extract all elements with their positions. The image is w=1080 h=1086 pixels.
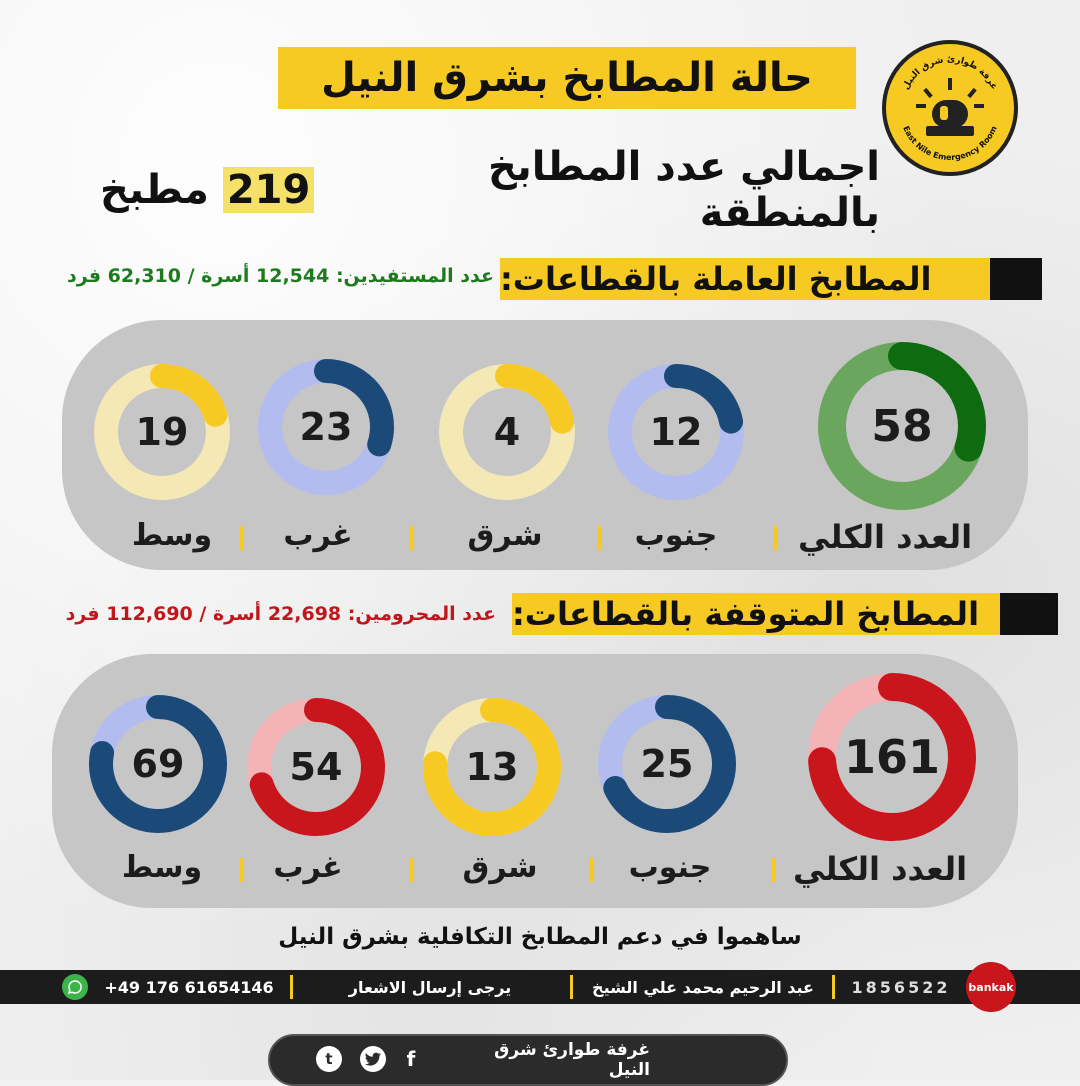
account-holder-name: عبد الرحيم محمد علي الشيخ	[592, 977, 814, 997]
subtitle-suffix: مطبخ	[100, 167, 209, 213]
working-heading-square	[990, 258, 1042, 300]
account-number: 1856522	[851, 977, 951, 997]
tumblr-icon[interactable]: t	[316, 1046, 342, 1072]
working-sector-4-value: 19	[135, 410, 189, 454]
stopped-sector-1-donut-arc	[598, 695, 736, 833]
stopped-label-separator	[240, 858, 244, 882]
deprived-note: عدد المحرومين: 22,698 أسرة / 112,690 فرد	[65, 603, 496, 625]
working-sector-4-donut	[94, 364, 230, 500]
stopped-sector-4-value: 69	[131, 742, 185, 786]
working-total-donut-arc	[818, 342, 986, 510]
stopped-total-donut	[808, 673, 976, 841]
stopped-sector-2-donut	[423, 698, 561, 836]
working-sector-1-donut-arc	[608, 364, 744, 500]
stopped-sector-4-donut	[89, 695, 227, 833]
stopped-sector-2-label: شرق	[462, 850, 538, 885]
stopped-sector-2-donut-arc	[423, 698, 561, 836]
working-sector-3-donut-arc	[258, 359, 394, 495]
beneficiaries-note: عدد المستفيدين: 12,544 أسرة / 62,310 فرد	[67, 265, 494, 287]
stopped-sector-1-donut	[598, 695, 736, 833]
stopped-sector-3-donut	[247, 698, 385, 836]
working-label-separator	[240, 526, 244, 550]
stopped-sector-4-donut-arc	[89, 695, 227, 833]
stopped-heading: المطابخ المتوقفة بالقطاعات:	[512, 595, 980, 633]
support-text: ساهموا في دعم المطابخ التكافلية بشرق الن…	[278, 924, 802, 950]
info-separator	[832, 975, 835, 999]
working-total-label: العدد الكلي	[797, 518, 973, 556]
working-sector-2-label: شرق	[467, 518, 543, 553]
info-separator	[290, 975, 293, 999]
siren-icon: غرفة طوارئ شرق النيل East Nile Emergency…	[901, 55, 999, 162]
stopped-sector-4-label: وسط	[121, 850, 203, 885]
footer-name: غرفة طوارئ شرق النيل	[494, 1040, 650, 1080]
subtitle-prefix: اجمالي عدد المطابخ بالمنطقة	[487, 144, 880, 236]
title-bar	[278, 47, 856, 109]
bank-logo-text: bankak	[968, 980, 1014, 994]
bank-logo: bankak	[966, 962, 1016, 1012]
stopped-sector-3-donut-arc	[247, 698, 385, 836]
working-total-value: 58	[871, 400, 933, 452]
notice-text: يرجى إرسال الاشعار	[348, 977, 512, 997]
whatsapp-icon[interactable]	[62, 974, 88, 1000]
total-kitchens-value: 219	[222, 167, 315, 213]
stopped-total-donut-arc	[808, 673, 976, 841]
stopped-label-separator	[590, 858, 594, 882]
working-heading: المطابخ العاملة بالقطاعات:	[500, 260, 932, 298]
working-sector-1-value: 12	[649, 410, 703, 454]
working-heading-bar	[500, 258, 1000, 300]
stopped-heading-square	[1000, 593, 1058, 635]
emergency-room-logo: غرفة طوارئ شرق النيل East Nile Emergency…	[882, 40, 1018, 176]
working-sector-2-value: 4	[493, 410, 521, 454]
working-sector-4-label: وسط	[131, 518, 213, 553]
working-sector-3-value: 23	[299, 405, 353, 449]
stopped-label-separator	[772, 858, 776, 882]
stopped-sector-2-value: 13	[465, 745, 519, 789]
working-label-separator	[598, 526, 602, 550]
working-sector-1-label: جنوب	[634, 518, 718, 553]
stopped-heading-bar	[512, 593, 1008, 635]
working-sector-2-donut-arc	[439, 364, 575, 500]
stopped-total-value: 161	[843, 730, 941, 784]
total-kitchens-line: اجمالي عدد المطابخ بالمنطقة 219 مطبخ	[100, 144, 880, 236]
stopped-label-separator	[410, 858, 414, 882]
working-sector-2-donut	[439, 364, 575, 500]
working-sector-4-donut-arc	[94, 364, 230, 500]
stopped-sector-1-value: 25	[640, 742, 694, 786]
working-sector-1-donut	[608, 364, 744, 500]
working-sector-3-label: غرب	[283, 518, 353, 553]
stopped-sector-1-label: جنوب	[628, 850, 712, 885]
phone-number[interactable]: +49 176 61654146	[104, 977, 274, 997]
working-total-donut	[818, 342, 986, 510]
working-label-separator	[774, 526, 778, 550]
info-separator	[570, 975, 573, 999]
stopped-sector-3-value: 54	[289, 745, 343, 789]
twitter-icon[interactable]	[360, 1046, 386, 1072]
stopped-sector-3-label: غرب	[273, 850, 343, 885]
donation-info-bar	[0, 970, 1080, 1004]
working-sector-3-donut	[258, 359, 394, 495]
page-title: حالة المطابخ بشرق النيل	[321, 55, 813, 101]
facebook-icon[interactable]: f	[406, 1047, 416, 1071]
stopped-total-label: العدد الكلي	[792, 850, 968, 888]
working-label-separator	[410, 526, 414, 550]
